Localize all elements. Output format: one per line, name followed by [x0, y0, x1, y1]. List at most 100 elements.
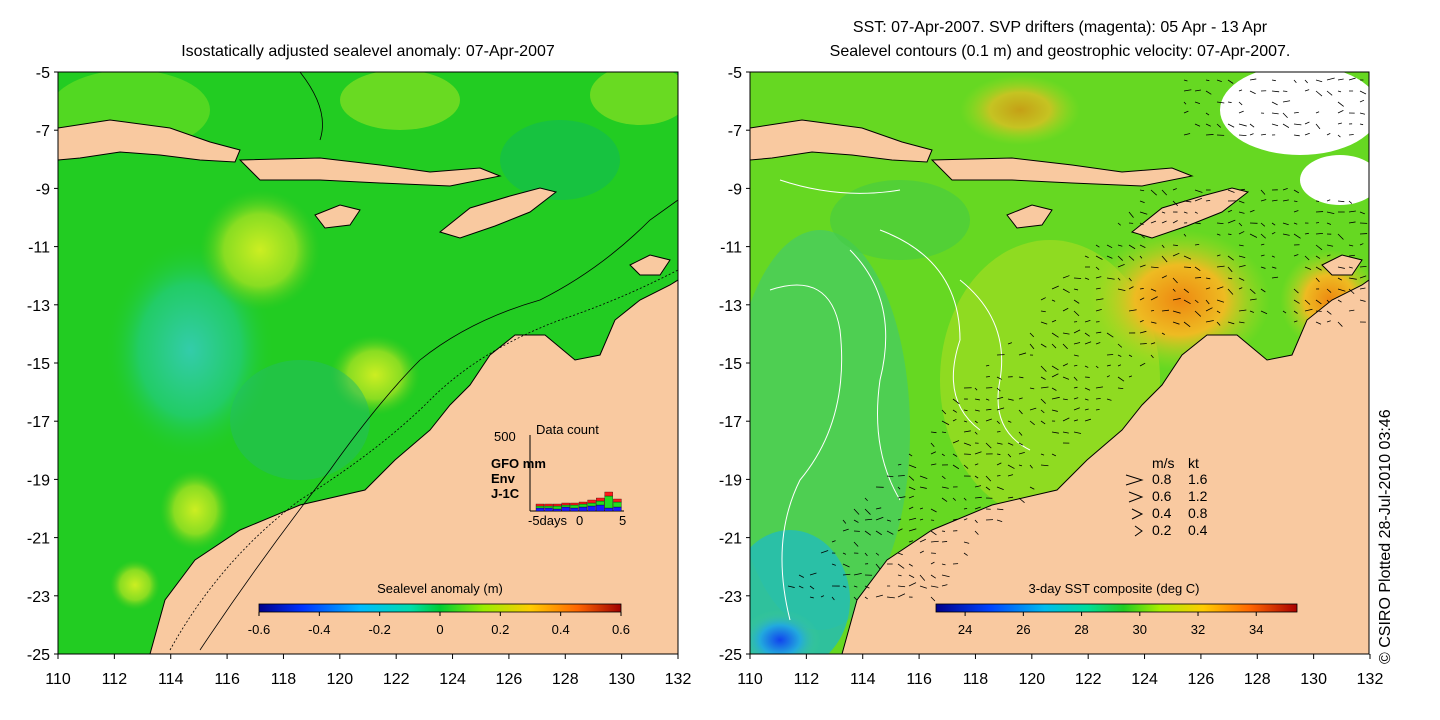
velocity-vector [1095, 308, 1102, 312]
left_panel-x-tick-label: 112 [102, 671, 128, 688]
velocity-vector [1337, 266, 1345, 269]
left_panel-y-tick-label: -11 [28, 240, 50, 257]
velocity-vector [1238, 277, 1245, 281]
velocity-vector [1161, 244, 1165, 249]
velocity-vector [974, 496, 982, 499]
velocity-vector [985, 475, 992, 482]
velocity-vector [908, 528, 917, 532]
velocity-vector [1205, 299, 1210, 305]
velocity-vector [1293, 222, 1298, 225]
velocity-vector [864, 530, 871, 536]
velocity-vector [1084, 341, 1092, 345]
velocity-vector [1095, 408, 1100, 411]
velocity-vector [875, 516, 884, 521]
velocity-vector [1084, 332, 1090, 337]
velocity-vector [1348, 77, 1356, 81]
velocity-vector [897, 552, 903, 556]
velocity-vector [941, 431, 947, 434]
velocity-vector [1029, 387, 1035, 390]
left-colorbar-title: Sealevel anomaly (m) [377, 581, 503, 596]
velocity-vector [1216, 254, 1221, 257]
velocity-vector [1337, 109, 1344, 114]
velocity-vector [1007, 398, 1014, 401]
velocity-vector [1139, 189, 1145, 192]
velocity-vector [897, 528, 903, 532]
left_panel-y-tick-label: -19 [27, 472, 50, 489]
inset-bar-segment [570, 504, 579, 509]
velocity-vector [1018, 352, 1027, 356]
velocity-vector [1007, 453, 1012, 458]
left_panel-y-tick-label: -17 [27, 414, 50, 431]
velocity-vector [1293, 79, 1297, 83]
velocity-vector [1293, 112, 1299, 114]
inset-bar-segment [604, 495, 613, 509]
left_panel-x-tick-label: 114 [158, 671, 184, 688]
velocity-vector [1271, 112, 1279, 115]
velocity-vector [1106, 375, 1110, 378]
velocity-vector [1194, 222, 1201, 225]
right-y-axis: -5 -7 -9 -11 -13 -15 -17 -19 -21 -23 -25 [719, 65, 750, 664]
velocity-vector [1095, 287, 1101, 290]
velocity-vector [1172, 297, 1181, 301]
velocity-vector [1040, 409, 1045, 414]
velocity-vector [1315, 111, 1320, 114]
velocity-key-header-kt: kt [1188, 455, 1199, 471]
velocity-vector [875, 507, 882, 510]
velocity-vector [1304, 89, 1310, 92]
velocity-vector [1359, 123, 1364, 126]
velocity-vector [952, 518, 958, 521]
velocity-vector [952, 440, 960, 444]
velocity-vector [1238, 200, 1245, 204]
velocity-vector [1205, 199, 1211, 202]
velocity-vector [1304, 121, 1310, 125]
velocity-vector [1040, 386, 1049, 389]
right_panel-y-tick-label: -15 [719, 356, 742, 373]
velocity-vector [1249, 133, 1254, 136]
velocity-vector [1040, 297, 1046, 301]
left_panel-x-tick-label: 124 [439, 671, 466, 688]
velocity-vector [1106, 277, 1115, 280]
velocity-key-kt: 0.8 [1188, 505, 1208, 521]
velocity-vector [1172, 220, 1178, 224]
velocity-vector [941, 475, 946, 480]
velocity-vector [1007, 420, 1012, 423]
inset-legend-j1c: J-1C [491, 486, 520, 501]
velocity-vector [1095, 298, 1104, 301]
velocity-vector [1150, 288, 1157, 292]
left_panel-x-tick-label: 128 [552, 671, 579, 688]
velocity-vector [842, 585, 847, 588]
velocity-vector [1084, 398, 1089, 401]
left_panel-x-tick-label: 122 [383, 671, 410, 688]
velocity-vector [1062, 275, 1070, 279]
velocity-vector [1348, 244, 1354, 247]
right_panel-x-tick-label: 128 [1244, 671, 1271, 688]
velocity-vector [1249, 90, 1256, 95]
velocity-vector [1271, 101, 1278, 106]
inset-bar-segment [553, 505, 562, 510]
velocity-vector [1095, 386, 1104, 389]
inset-bar-segment [578, 501, 588, 505]
velocity-vector [1117, 244, 1123, 247]
velocity-vector [1084, 408, 1089, 411]
velocity-vector [1271, 90, 1280, 93]
velocity-vector [1205, 123, 1211, 127]
velocity-vector [1073, 407, 1080, 411]
velocity-vector [1194, 197, 1203, 202]
inset-bar-segment [553, 508, 562, 512]
velocity-vector [1216, 321, 1221, 326]
velocity-vector [1293, 189, 1300, 194]
velocity-vector [1062, 307, 1069, 312]
velocity-vector [1018, 431, 1023, 436]
inset-x-tick-start: -5days [528, 513, 568, 528]
velocity-vector [1084, 365, 1089, 368]
velocity-vector [1282, 100, 1291, 103]
left_panel-x-tick-label: 130 [608, 671, 635, 688]
velocity-vector [1194, 277, 1202, 279]
velocity-vector [1348, 309, 1355, 312]
velocity-key-arrow [1134, 525, 1143, 537]
inset-bar-segment [535, 503, 545, 507]
left_panel-y-tick-label: -13 [27, 298, 50, 315]
velocity-vector [875, 530, 882, 536]
velocity-vector [1139, 244, 1146, 249]
velocity-vector [1139, 211, 1148, 215]
